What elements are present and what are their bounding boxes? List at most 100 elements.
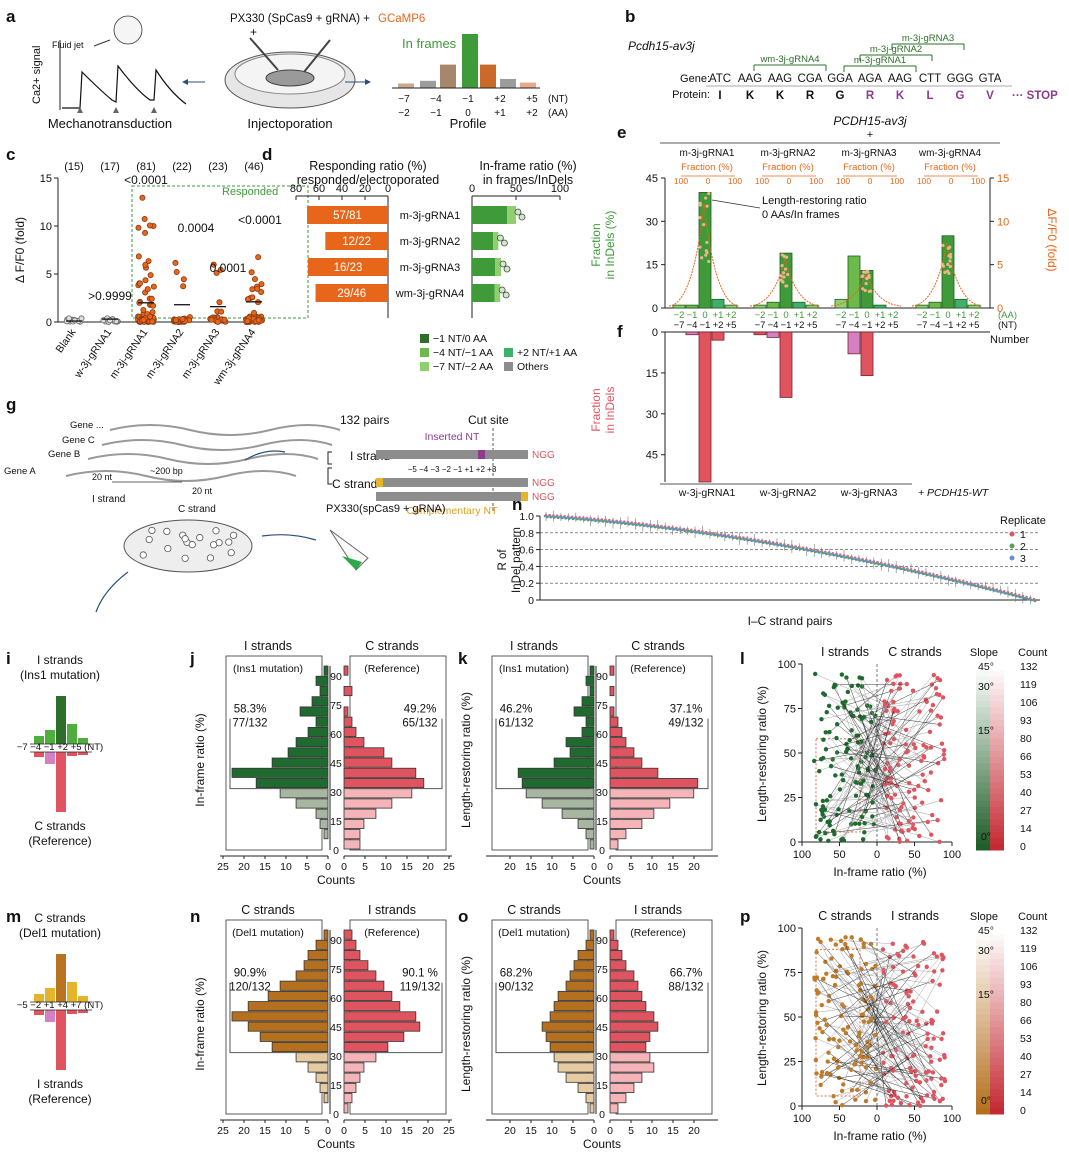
h-point bbox=[994, 589, 998, 592]
indel-bar bbox=[753, 304, 767, 309]
i-top-bar bbox=[45, 730, 55, 744]
l-left-point bbox=[870, 814, 875, 819]
l-left-point bbox=[827, 819, 832, 824]
l-left-point bbox=[816, 829, 822, 835]
p-left-point bbox=[837, 1038, 842, 1043]
l-colorbar-right bbox=[990, 825, 1004, 832]
panel-letter-a: a bbox=[6, 7, 16, 26]
e-ytick: 45 bbox=[646, 173, 658, 185]
e-xnt: +2 bbox=[713, 320, 724, 331]
l-colorbar-right bbox=[990, 695, 1004, 702]
legend-swatch bbox=[420, 348, 429, 357]
l-pair-line bbox=[861, 708, 895, 818]
j-left-bar bbox=[231, 767, 329, 778]
inframe-bar bbox=[472, 284, 495, 302]
p-colorbar-left bbox=[976, 1089, 990, 1096]
e-point bbox=[941, 243, 945, 247]
p-pair-line bbox=[859, 1018, 904, 1057]
l-xtick: 100 bbox=[943, 849, 961, 861]
o-left-bar bbox=[573, 960, 595, 971]
l-pair-line bbox=[821, 756, 925, 760]
p-right-point bbox=[904, 990, 909, 996]
h-point bbox=[741, 537, 744, 540]
p-left-point bbox=[843, 935, 848, 940]
e-xaa: −2 bbox=[836, 310, 847, 321]
p-left-point bbox=[857, 982, 862, 988]
l-right-point bbox=[935, 761, 941, 766]
e-plus: + bbox=[867, 129, 873, 141]
l-left-point bbox=[830, 828, 836, 834]
data-point bbox=[255, 254, 262, 261]
p-left-point bbox=[841, 1027, 846, 1032]
h-point bbox=[554, 515, 558, 519]
p-right-point bbox=[928, 1059, 934, 1064]
l-right-point bbox=[922, 779, 928, 784]
wt-bar bbox=[779, 331, 793, 398]
p-right-point bbox=[895, 1095, 901, 1100]
l-colorbar-left bbox=[976, 837, 990, 845]
l-left-point bbox=[852, 821, 858, 826]
data-point bbox=[66, 315, 73, 322]
n-right-sub: (Reference) bbox=[364, 927, 419, 939]
n-ytick: 45 bbox=[330, 1022, 342, 1034]
l-left-point bbox=[845, 689, 851, 695]
data-point bbox=[147, 272, 154, 279]
p-pair-line bbox=[855, 965, 919, 1046]
p-ytick: 25 bbox=[784, 1057, 796, 1069]
data-point bbox=[172, 317, 179, 324]
l-colorbar-right bbox=[990, 788, 1004, 795]
h-point bbox=[923, 572, 927, 575]
a-nt-tick: −4 bbox=[430, 94, 442, 105]
l-colorbar-left bbox=[976, 701, 990, 708]
l-slope-label: Slope bbox=[970, 647, 998, 659]
p-left-point bbox=[823, 959, 828, 965]
a-right-label: Profile bbox=[450, 116, 487, 131]
d-ltick: 80 bbox=[290, 183, 302, 195]
e-xaa: +2 bbox=[969, 310, 980, 321]
d-ltick: 40 bbox=[336, 183, 348, 195]
h-point bbox=[841, 555, 845, 558]
e-xnt: −4 bbox=[930, 320, 941, 331]
data-point bbox=[251, 309, 258, 316]
data-point bbox=[148, 295, 155, 302]
p-right-point bbox=[887, 1098, 892, 1104]
p-colorbar-right bbox=[990, 983, 1004, 991]
i-axis: −7 −4 −1 +2 +5 (NT) bbox=[17, 742, 103, 753]
p-colorbar-left bbox=[976, 1008, 990, 1016]
l-pair-line bbox=[823, 693, 891, 744]
p-colorbar-left bbox=[976, 1070, 990, 1078]
k-left-bar bbox=[541, 798, 595, 809]
h-point bbox=[912, 569, 916, 573]
n-left-bar bbox=[323, 1093, 329, 1104]
l-pair-line bbox=[820, 699, 927, 820]
a-nt-tick: −7 bbox=[398, 94, 410, 105]
l-colorbar-right bbox=[990, 719, 1004, 727]
h-point bbox=[584, 517, 588, 521]
o-right-bar bbox=[609, 1052, 651, 1063]
p-pair-line bbox=[842, 1054, 915, 1106]
p-right-point bbox=[925, 1031, 930, 1036]
c-xtick: Blank bbox=[54, 326, 79, 355]
l-colorbar-right bbox=[990, 664, 1004, 671]
e-xaa: −2 bbox=[917, 310, 928, 321]
l-left-point bbox=[857, 821, 862, 826]
p-colorbar-left bbox=[976, 1039, 990, 1047]
data-point bbox=[140, 306, 147, 313]
l-left-point bbox=[817, 769, 822, 774]
g-bp: ~200 bp bbox=[150, 466, 183, 476]
p-left-point bbox=[872, 1032, 878, 1038]
c-pvalue: >0.9999 bbox=[88, 289, 132, 303]
e-point bbox=[948, 264, 952, 269]
p-pair-line bbox=[835, 944, 935, 1093]
e-top-tick: 100 bbox=[890, 176, 904, 186]
k-right-bar bbox=[609, 767, 659, 778]
l-pair-line bbox=[823, 803, 904, 817]
j-right-bar bbox=[343, 798, 393, 809]
l-count-tick: 132 bbox=[1020, 661, 1038, 673]
p-colorbar-right bbox=[990, 1064, 1004, 1072]
g-arrow3 bbox=[95, 571, 129, 613]
k-right-bar bbox=[609, 839, 619, 850]
e-point bbox=[867, 275, 871, 279]
cell bbox=[164, 544, 172, 553]
e-xaa: +1 bbox=[794, 310, 805, 321]
